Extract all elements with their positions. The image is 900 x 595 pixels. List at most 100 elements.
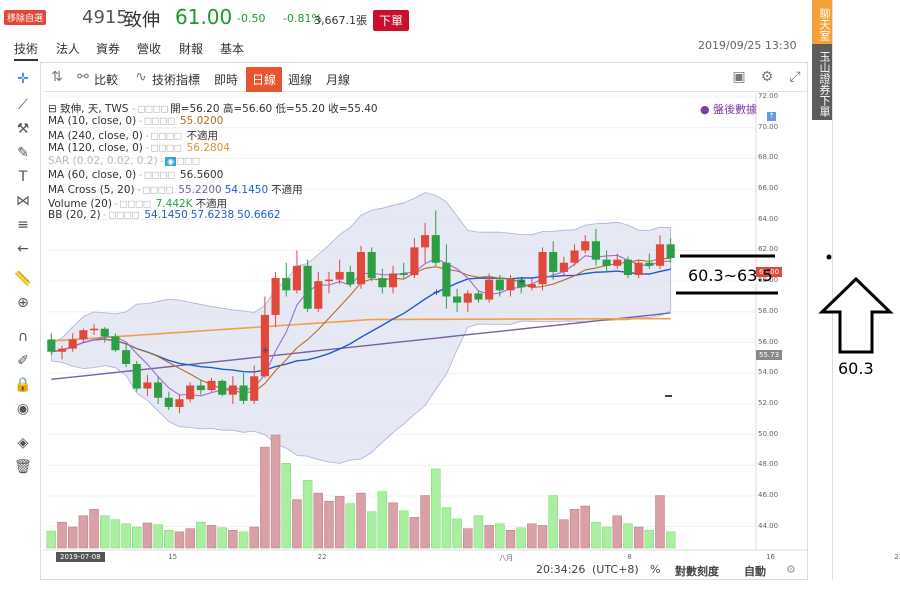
eye-icon[interactable]: ◉ <box>16 401 30 417</box>
chat-room-button[interactable]: 聊天室 <box>812 0 832 44</box>
candle[interactable] <box>549 241 558 280</box>
candle[interactable] <box>207 377 216 392</box>
candle[interactable] <box>442 244 451 309</box>
indicators-button[interactable]: 技術指標 <box>152 73 201 87</box>
period-daily[interactable]: 日線 <box>246 67 283 92</box>
order-button[interactable]: 下單 <box>373 10 410 31</box>
broker-order-button[interactable]: 玉山證券下單 <box>812 44 832 120</box>
candle[interactable] <box>602 250 611 272</box>
measure-icon[interactable]: ≡ <box>17 217 29 233</box>
candle[interactable] <box>218 379 227 397</box>
indicator-icon[interactable]: ∿ <box>135 69 147 85</box>
tab-institutional[interactable]: 法人 <box>56 42 81 56</box>
candle[interactable] <box>196 379 205 395</box>
candle[interactable] <box>346 265 355 288</box>
tab-basic[interactable]: 基本 <box>220 42 245 56</box>
candle[interactable] <box>282 262 291 297</box>
candle[interactable] <box>143 374 152 397</box>
period-monthly[interactable]: 月線 <box>326 73 351 87</box>
pencil-lock-icon[interactable]: ✐ <box>17 353 29 369</box>
candle[interactable] <box>463 290 472 312</box>
symbol-compare-icon[interactable]: ⇅ <box>51 69 63 85</box>
candle[interactable] <box>132 360 141 392</box>
tab-revenue[interactable]: 營收 <box>137 42 162 56</box>
candle[interactable] <box>250 365 259 404</box>
fullscreen-icon[interactable]: ⤢ <box>789 69 801 85</box>
candle[interactable] <box>453 288 462 312</box>
candle[interactable] <box>666 238 675 263</box>
back-arrow-icon[interactable]: ← <box>17 241 29 257</box>
period-realtime[interactable]: 即時 <box>214 73 239 87</box>
candle[interactable] <box>517 278 526 294</box>
candle[interactable] <box>271 271 280 328</box>
layers-icon[interactable]: ◈ <box>17 435 29 451</box>
candle[interactable] <box>623 256 633 279</box>
candle[interactable] <box>506 275 515 297</box>
candle[interactable] <box>495 275 504 297</box>
candle[interactable] <box>57 345 67 360</box>
candle[interactable] <box>335 259 344 285</box>
auto-scale-button[interactable]: 自動 <box>744 565 766 578</box>
crosshair-icon[interactable]: ✛ <box>17 71 29 87</box>
tab-technical[interactable]: 技術 <box>14 40 39 61</box>
candle[interactable] <box>388 265 398 294</box>
scroll-up-icon[interactable]: ⇡ <box>767 112 776 121</box>
candle[interactable] <box>111 333 120 352</box>
legend-volume[interactable]: Volume (20) - ◻◻◻◻ 7.442K 不適用 <box>48 198 228 210</box>
candle[interactable] <box>47 333 56 355</box>
settings-gear-icon[interactable]: ⚙ <box>760 69 774 85</box>
candle[interactable] <box>485 273 494 303</box>
ruler-icon[interactable]: 📏 <box>14 271 32 287</box>
legend-sar[interactable]: SAR (0.02, 0.02, 0.2) - ◉ ◻◻◻ <box>48 155 200 167</box>
fib-tool-icon[interactable]: ⚒ <box>16 121 30 137</box>
axis-settings-icon[interactable]: ⚙ <box>786 563 796 576</box>
candle[interactable] <box>292 250 301 294</box>
candle[interactable] <box>260 296 269 378</box>
compare-icon[interactable]: ⚯ <box>77 69 89 85</box>
candle[interactable] <box>559 256 568 275</box>
percent-scale-button[interactable]: % <box>650 563 661 576</box>
candle[interactable] <box>228 376 237 404</box>
candle[interactable] <box>154 376 163 404</box>
after-hours-data-link[interactable]: ● 盤後數據 <box>700 103 758 116</box>
candle[interactable] <box>527 278 536 291</box>
camera-icon[interactable]: ▣ <box>732 69 746 85</box>
candle[interactable] <box>591 228 600 266</box>
legend-ma120[interactable]: MA (120, close, 0) - ◻◻◻◻ 56.2804 <box>48 142 230 154</box>
candle[interactable] <box>175 394 184 414</box>
candle[interactable] <box>474 290 483 303</box>
zoom-in-icon[interactable]: ⊕ <box>17 295 29 311</box>
lock-icon[interactable]: 🔒 <box>14 377 32 393</box>
candle[interactable] <box>655 235 665 269</box>
candle[interactable] <box>303 259 312 312</box>
candle[interactable] <box>613 253 622 269</box>
candle[interactable] <box>378 268 387 294</box>
candle[interactable] <box>431 210 440 266</box>
compare-button[interactable]: 比較 <box>94 73 119 87</box>
candle[interactable] <box>356 245 366 289</box>
pattern-icon[interactable]: ⋈ <box>16 193 30 209</box>
legend-collapse-icon[interactable]: ⊟ <box>48 103 57 115</box>
tab-financials[interactable]: 財報 <box>179 42 204 56</box>
candle[interactable] <box>68 333 77 352</box>
tab-margin[interactable]: 資券 <box>96 42 121 56</box>
candle[interactable] <box>79 328 88 343</box>
candle[interactable] <box>367 247 376 282</box>
candle[interactable] <box>634 259 643 279</box>
candle[interactable] <box>581 235 590 254</box>
candle[interactable] <box>421 222 430 263</box>
legend-macross[interactable]: MA Cross (5, 20) - ◻◻◻◻ 55.2200 54.1450 不適… <box>48 184 303 196</box>
legend-ma240[interactable]: MA (240, close, 0) - ◻◻◻◻ 不適用 <box>48 130 219 142</box>
legend-ma60[interactable]: MA (60, close, 0) - ◻◻◻◻ 56.5600 <box>48 169 224 181</box>
candle[interactable] <box>645 253 654 269</box>
candle[interactable] <box>186 382 195 403</box>
candle[interactable] <box>239 373 248 404</box>
candle[interactable] <box>122 344 131 368</box>
candle[interactable] <box>164 391 173 411</box>
candle[interactable] <box>314 271 323 312</box>
legend-ma10[interactable]: MA (10, close, 0) - ◻◻◻◻ 55.0200 <box>48 115 224 127</box>
text-tool-icon[interactable]: T <box>18 169 28 185</box>
candle[interactable] <box>100 327 109 343</box>
remove-watchlist-button[interactable]: 移除自選 <box>4 10 47 25</box>
